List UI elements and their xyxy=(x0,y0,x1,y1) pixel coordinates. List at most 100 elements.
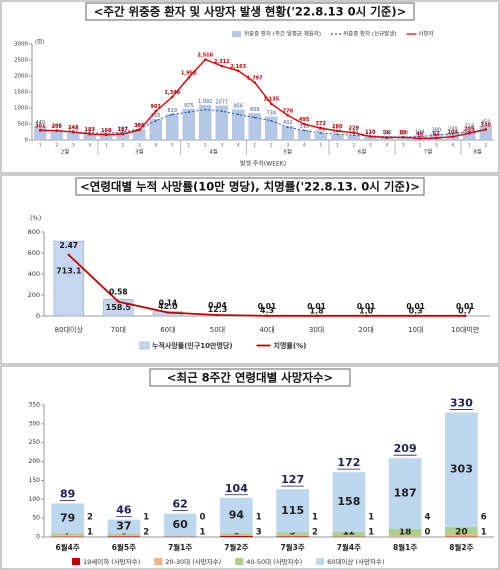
line-point xyxy=(220,64,224,68)
line-point xyxy=(286,114,290,117)
bar xyxy=(314,133,328,140)
segment-label: 115 xyxy=(281,504,304,517)
bar-value-label: 12.3 xyxy=(208,305,228,314)
x-tick-label: 20대 xyxy=(358,326,373,334)
bar-value-label: 120 xyxy=(382,130,392,136)
x-tick-label: 2 xyxy=(352,143,355,149)
bar-value-label: 819 xyxy=(167,108,177,114)
y-tick-label: 3000 xyxy=(14,42,28,48)
line-point xyxy=(38,129,42,132)
chart-title: <주간 위중증 환자 및 사망자 발생 현황('22.8.13 0시 기준)> xyxy=(94,5,407,19)
y-tick-label: 800 xyxy=(28,228,40,236)
line-point xyxy=(451,132,454,135)
y-tick-label: 1500 xyxy=(14,90,28,96)
line-point xyxy=(335,129,339,133)
legend-swatch xyxy=(154,558,163,565)
line-value-label: 301 xyxy=(35,123,46,129)
bar-segment xyxy=(51,533,84,536)
x-tick-label: 1 xyxy=(402,143,405,149)
line-value-label: 0.01 xyxy=(406,302,425,311)
line-point xyxy=(418,137,422,140)
panel-frame xyxy=(0,0,500,174)
legend-label: 20-30대 (사망자수) xyxy=(165,557,221,566)
bar-value-label: 225 xyxy=(68,127,78,133)
line-point xyxy=(253,116,256,119)
bar-value-label: 655 xyxy=(151,113,161,119)
y-tick-label: 0 xyxy=(36,534,40,541)
segment-label: 18 xyxy=(399,528,412,538)
bar xyxy=(165,113,179,140)
total-label: 89 xyxy=(60,487,75,500)
line-value-label: 0.01 xyxy=(258,302,277,311)
bar-segment xyxy=(445,526,478,535)
x-tick-label: 7월3주 xyxy=(281,542,305,552)
line-value-label: 1,348 xyxy=(164,90,180,96)
line-value-label: 113 xyxy=(365,129,376,135)
x-tick-label: 70대 xyxy=(111,326,126,334)
segment-side-label: 6 xyxy=(481,513,487,523)
x-tick-label: 3 xyxy=(369,143,372,149)
bar-segment xyxy=(220,535,253,537)
segment-side-label: 1 xyxy=(87,528,93,538)
title-box xyxy=(85,2,415,21)
line-point xyxy=(67,253,70,257)
total-label: 172 xyxy=(337,456,360,469)
bar-value-label: 450 xyxy=(481,120,491,126)
chart-title: <최근 8주간 연령대별 사망자수> xyxy=(167,371,333,385)
line-value-label: 309 xyxy=(134,123,145,129)
y-tick-label: 2000 xyxy=(14,74,28,80)
bar-value-label: 42.0 xyxy=(158,302,178,311)
x-tick-label: 8월1주 xyxy=(393,542,417,552)
bar-segment xyxy=(332,472,366,532)
bar-value-label: 230 xyxy=(448,127,458,133)
chart-title: <연령대별 누적 사망률(10만 명당), 치명률('22.8.13. 0시 기… xyxy=(80,180,420,194)
legend-swatch xyxy=(72,558,80,565)
bar-value-label: 1.0 xyxy=(359,306,374,315)
bar-segment xyxy=(220,497,253,534)
bar-segment xyxy=(276,489,309,533)
y-tick-label: 600 xyxy=(28,249,40,257)
x-tick-label: 2 xyxy=(204,143,207,149)
bar xyxy=(50,130,64,140)
x-tick-label: 3 xyxy=(286,143,289,149)
segment-side-label: 1 xyxy=(199,528,205,538)
line-point xyxy=(464,314,467,317)
line-value-label: 2.47 xyxy=(60,241,79,250)
bar xyxy=(281,126,295,140)
line-point xyxy=(269,102,273,105)
line-value-label: 2,312 xyxy=(214,59,230,65)
segment-side-label: 1 xyxy=(256,513,262,523)
x-tick-label: 2 xyxy=(121,143,124,149)
bar xyxy=(462,129,476,140)
bar xyxy=(347,135,361,140)
bar-value-label: 734 xyxy=(266,111,276,117)
month-label: 8월 xyxy=(473,148,482,156)
legend-label: 치명률(%) xyxy=(274,341,307,350)
bar-segment xyxy=(220,533,253,536)
bar-segment xyxy=(276,532,309,536)
line-point xyxy=(137,128,141,132)
legend-swatch xyxy=(139,341,150,350)
line-value-label: 76 xyxy=(383,131,390,137)
line-value-label: 0.01 xyxy=(456,302,475,311)
bar-value-label: 130 xyxy=(365,130,375,136)
line-point xyxy=(302,122,306,126)
line-point xyxy=(467,132,471,135)
bar-value-label: 167 xyxy=(85,129,95,135)
x-tick-label: 4 xyxy=(88,143,91,149)
line-value-label: 46 xyxy=(416,132,423,138)
total-label: 104 xyxy=(225,482,248,495)
bar-segment xyxy=(107,519,141,534)
bar-value-label: 237 xyxy=(118,126,128,132)
bar-value-label: 0.7 xyxy=(458,306,472,315)
bar-segment xyxy=(51,535,84,537)
x-tick-label: 4 xyxy=(385,143,388,149)
segment-label: 60 xyxy=(172,518,188,531)
x-tick-label: 1 xyxy=(187,143,190,149)
bar xyxy=(116,132,130,140)
bar xyxy=(248,113,262,140)
line-value-label: 1,797 xyxy=(247,75,263,81)
x-tick-label: 4 xyxy=(154,143,157,149)
line-point xyxy=(385,136,389,139)
bar-segment xyxy=(107,533,141,536)
